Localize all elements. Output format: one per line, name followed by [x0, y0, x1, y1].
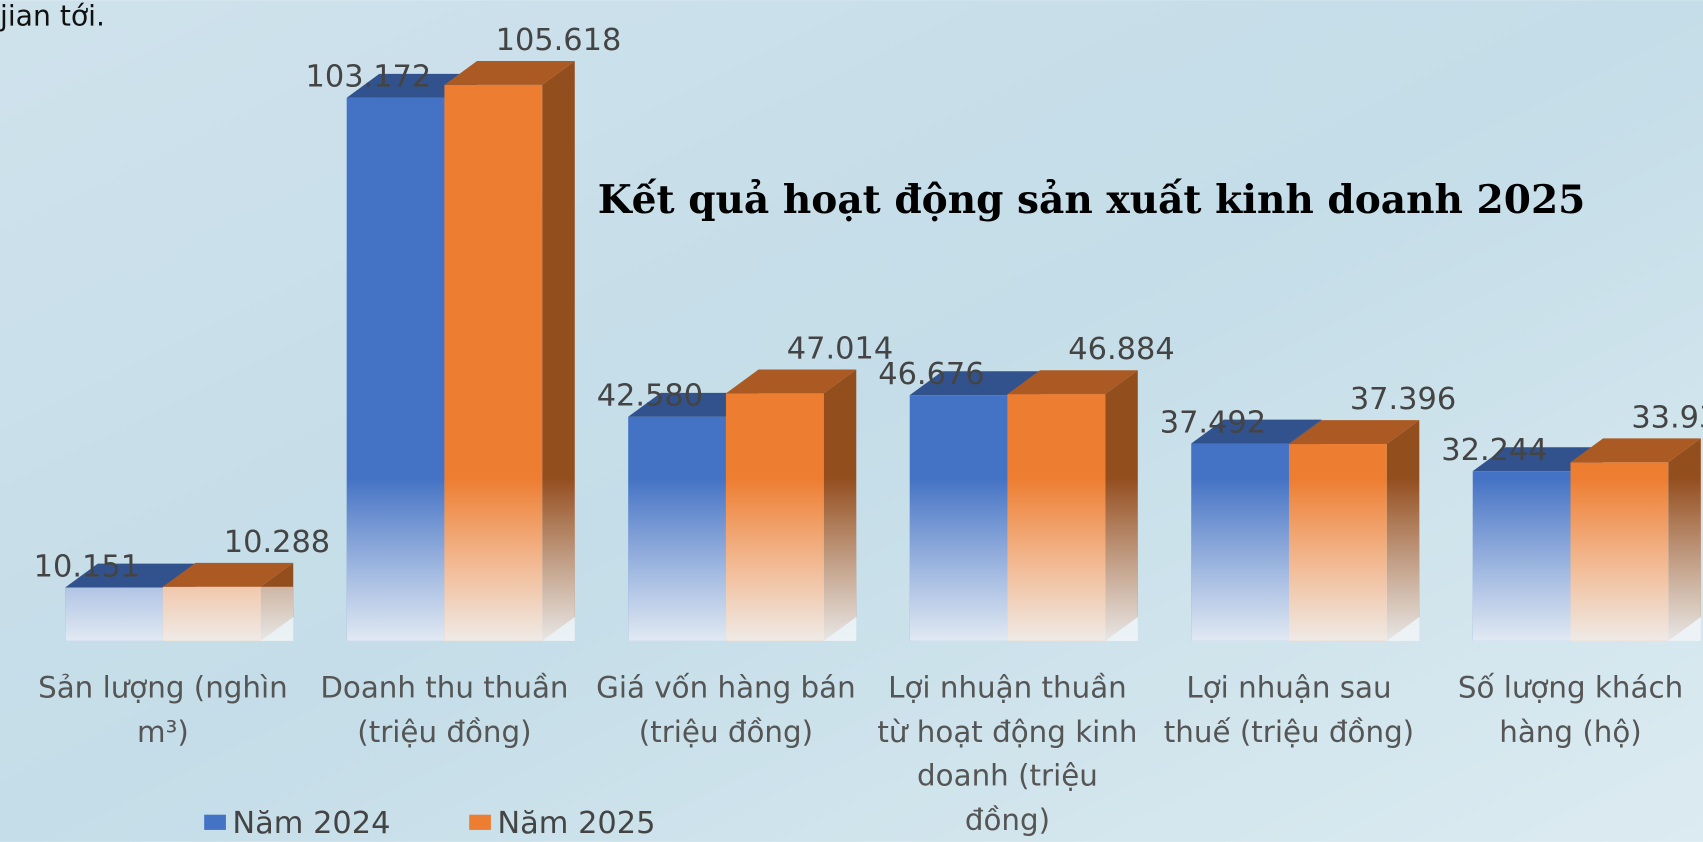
- value-label: 46.884: [1068, 332, 1174, 367]
- bar-top: [65, 563, 196, 588]
- value-label: 32.244: [1441, 433, 1547, 468]
- value-label: 37.396: [1350, 382, 1456, 417]
- legend-label: Năm 2025: [497, 806, 655, 841]
- value-label: 10.288: [224, 525, 330, 560]
- x-tick-label-box: Lợi nhuận thuần từ hoạt động kinh doanh …: [877, 671, 1138, 837]
- value-label: 42.580: [597, 379, 703, 414]
- x-tick-label-box: Lợi nhuận sau thuế (triệu đồng): [1163, 671, 1415, 750]
- value-label: 47.014: [787, 331, 893, 366]
- bar-top: [162, 562, 294, 587]
- legend-swatch: [204, 814, 226, 830]
- value-label: 37.492: [1160, 405, 1266, 440]
- x-tick-label: Lợi nhuận sau thuế (triệu đồng): [1163, 671, 1415, 750]
- x-tick-label: Số lượng khách hàng (hộ): [1457, 671, 1684, 750]
- bar-fade: [1007, 394, 1138, 641]
- bar-fade: [444, 84, 575, 641]
- header-text: jian tới.: [0, 0, 105, 33]
- bar-top: [444, 60, 575, 85]
- value-label: 105.618: [496, 23, 622, 58]
- x-tick-label: Giá vốn hàng bán (triệu đồng): [596, 671, 856, 750]
- value-label: 33.936: [1631, 400, 1703, 435]
- x-tick-label: Sản lượng (nghìn m³): [38, 671, 288, 750]
- value-label: 46.676: [878, 357, 984, 392]
- x-tick-label-box: Giá vốn hàng bán (triệu đồng): [596, 671, 856, 750]
- bar-top: [1007, 370, 1138, 395]
- chart-title: Kết quả hoạt động sản xuất kinh doanh 20…: [598, 177, 1586, 223]
- bar-fade: [1570, 462, 1701, 641]
- legend-label: Năm 2024: [232, 806, 390, 841]
- bar-top: [725, 369, 857, 394]
- x-tick-label-box: Sản lượng (nghìn m³): [38, 671, 288, 750]
- bar-top: [909, 371, 1041, 396]
- legend-swatch: [469, 814, 491, 830]
- bar-fade: [725, 393, 857, 641]
- bar-fade: [162, 586, 294, 641]
- bar-top: [1288, 420, 1420, 445]
- x-tick-label-box: Doanh thu thuần (triệu đồng): [320, 671, 569, 750]
- x-tick-label-box: Số lượng khách hàng (hộ): [1457, 671, 1684, 750]
- bar-fade: [1288, 444, 1420, 641]
- bar-top: [1191, 419, 1322, 444]
- value-label: 10.151: [34, 549, 140, 584]
- value-label: 103.172: [306, 60, 432, 95]
- x-tick-label: Lợi nhuận thuần từ hoạt động kinh doanh …: [877, 671, 1138, 837]
- bar-top: [1570, 438, 1701, 463]
- x-tick-label: Doanh thu thuần (triệu đồng): [320, 671, 569, 750]
